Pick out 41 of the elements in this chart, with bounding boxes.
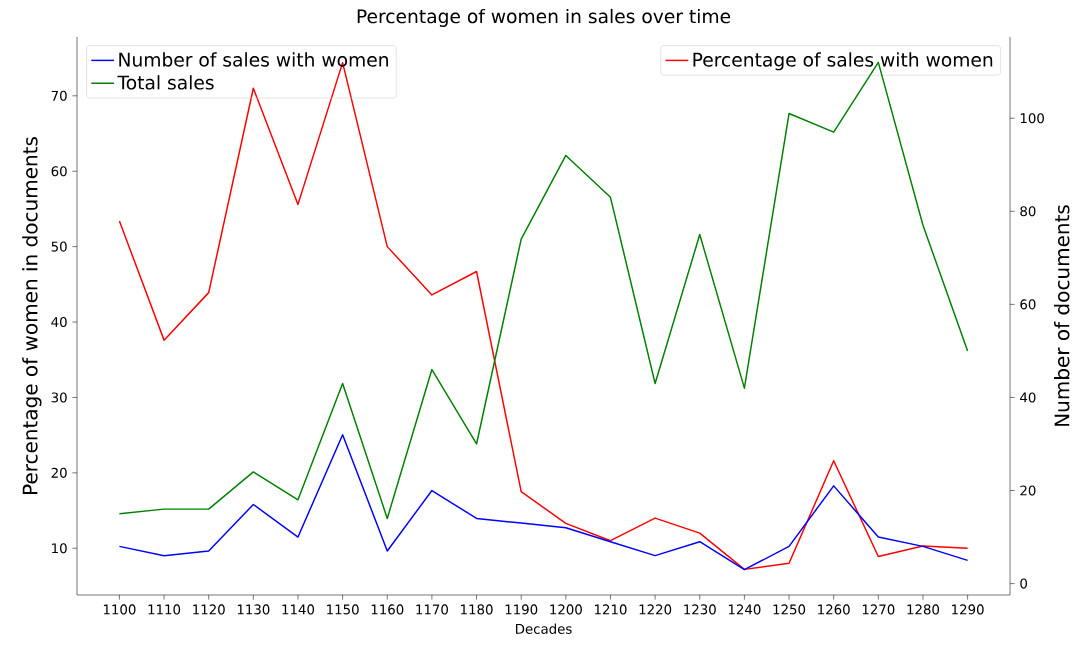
x-tick-label: 1100: [103, 604, 136, 615]
x-tick-label: 1210: [594, 604, 627, 615]
line-series: [118, 433, 969, 571]
x-tick-label: 1230: [684, 604, 716, 615]
y-tick-label: 60: [51, 166, 67, 177]
x-tick-label: 1130: [237, 604, 270, 615]
x-tick-label: 1120: [193, 604, 225, 615]
x-tick-label: 1110: [148, 604, 181, 615]
y-tick-label: 10: [52, 543, 67, 554]
legend-label: Number of sales with women: [119, 52, 388, 67]
x-axis-title: Decades: [516, 623, 572, 634]
y-axis-title: Percentage of women in documents: [22, 137, 42, 494]
y2-tick-label: 0: [1020, 578, 1027, 589]
x-tick-label: 1270: [862, 604, 895, 615]
y-tick-label: 20: [51, 467, 67, 478]
y-tick-label: 30: [51, 392, 67, 403]
y2-tick-label: 40: [1020, 392, 1036, 403]
y-tick-label: 70: [51, 90, 67, 101]
y2-tick-label: 80: [1020, 206, 1036, 217]
y2-tick-label: 100: [1020, 113, 1044, 124]
x-tick-label: 1180: [461, 604, 493, 615]
x-tick-label: 1140: [282, 604, 315, 615]
y-tick-label: 50: [51, 241, 67, 252]
x-tick-label: 1200: [550, 604, 582, 615]
x-tick-label: 1150: [327, 604, 359, 615]
x-tick-label: 1260: [818, 604, 850, 615]
x-tick-label: 1190: [505, 604, 538, 615]
x-tick-label: 1220: [639, 604, 672, 615]
x-tick-label: 1290: [952, 604, 984, 615]
y2-axis-title: Number of documents: [1054, 205, 1070, 426]
y-tick-label: 40: [51, 316, 67, 328]
y2-tick-label: 20: [1020, 485, 1036, 496]
x-tick-label: 1250: [773, 604, 806, 615]
y2-tick-label: 60: [1020, 299, 1036, 310]
x-tick-label: 1160: [371, 604, 404, 615]
legend-label: Percentage of sales with women: [693, 52, 993, 71]
x-tick-label: 1170: [416, 604, 448, 615]
x-tick-label: 1240: [728, 604, 761, 615]
chart-title: Percentage of women in sales over time: [357, 8, 731, 27]
x-tick-label: 1280: [907, 604, 940, 615]
legend-label: Total sales: [117, 75, 214, 90]
